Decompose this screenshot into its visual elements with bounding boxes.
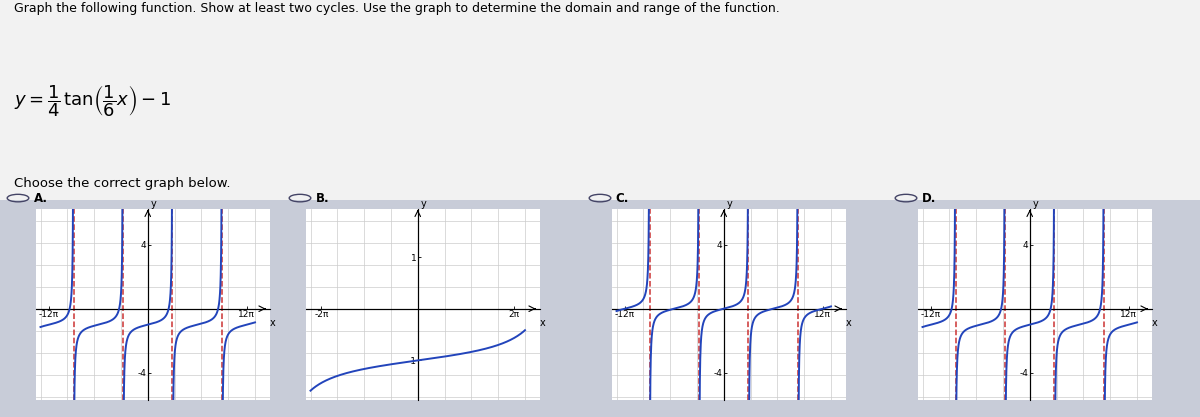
Text: x: x bbox=[269, 317, 275, 327]
Text: y: y bbox=[151, 199, 157, 209]
Text: y: y bbox=[421, 199, 427, 209]
Text: x: x bbox=[1151, 317, 1157, 327]
Text: x: x bbox=[845, 317, 851, 327]
Text: Choose the correct graph below.: Choose the correct graph below. bbox=[14, 177, 230, 190]
Text: Graph the following function. Show at least two cycles. Use the graph to determi: Graph the following function. Show at le… bbox=[14, 2, 780, 15]
Text: C.: C. bbox=[616, 191, 629, 205]
Text: B.: B. bbox=[316, 191, 329, 205]
Text: $y = \dfrac{1}{4}\,\tan\!\left(\dfrac{1}{6}x\right) - 1$: $y = \dfrac{1}{4}\,\tan\!\left(\dfrac{1}… bbox=[14, 83, 172, 119]
Text: A.: A. bbox=[34, 191, 48, 205]
Text: D.: D. bbox=[922, 191, 936, 205]
Text: x: x bbox=[539, 317, 545, 327]
Text: y: y bbox=[1033, 199, 1039, 209]
Text: y: y bbox=[727, 199, 733, 209]
